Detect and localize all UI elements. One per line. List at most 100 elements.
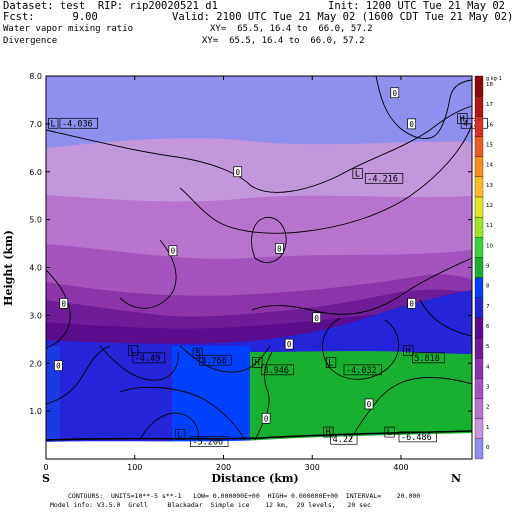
y-axis: 1.0 2.0 3.0 4.0 5.0 6.0 7.0 8.0: [29, 72, 472, 416]
colorbar-swatch: [474, 297, 484, 319]
colorbar-swatch: [474, 216, 484, 238]
fill-layer-8b: [46, 346, 60, 459]
label-box: [411, 352, 445, 364]
label-box: [175, 429, 186, 440]
colorbar-label: 2: [486, 405, 490, 411]
x-tick-label: 300: [305, 463, 320, 472]
contour-line: [349, 377, 472, 441]
extremum-label: -4.036: [59, 117, 98, 129]
zero-text: 0: [61, 299, 66, 308]
colorbar-swatch: [474, 317, 484, 339]
contour-line: [251, 216, 287, 263]
valid-text: Valid: 2100 UTC Tue 21 May 02 (1600 CDT …: [172, 11, 512, 23]
zero-text: 0: [56, 362, 61, 371]
label-text: -5.206: [192, 438, 223, 448]
label-box: [352, 168, 363, 179]
zero-text: 0: [287, 340, 292, 349]
colorbar-label: 10: [486, 243, 493, 249]
field1-text: Water vapor mixing ratio: [3, 24, 134, 34]
contour-line: [419, 299, 472, 337]
zero-text: 0: [264, 414, 269, 423]
zero-box: [312, 312, 322, 324]
y-axis-title: Height (km): [2, 230, 15, 306]
zero-box: [390, 87, 400, 99]
colorbar-label: 4: [486, 364, 490, 370]
label-text: -4.032: [346, 366, 377, 376]
extremum-label: 4.33: [460, 117, 488, 129]
label-text: 4.22: [333, 435, 353, 445]
label-box: [127, 345, 139, 357]
contour-line: [139, 412, 199, 441]
zero-box: [261, 412, 271, 424]
y-tick-label: 7.0: [29, 120, 42, 129]
label-text: L: [355, 170, 360, 180]
label-box: [132, 352, 166, 364]
zero-text: 0: [409, 120, 414, 129]
y-tick-label: 2.0: [29, 359, 42, 368]
dataset-text: Dataset: test RIP: rip20020521 d1: [3, 0, 218, 12]
colorbar-swatch: [474, 96, 484, 117]
endpoint-north: N: [451, 472, 461, 485]
zero-box: [54, 360, 63, 371]
contour-line: [375, 76, 472, 139]
extremum-label: 3.946: [261, 364, 294, 376]
zero-label: 0: [407, 298, 416, 309]
zero-text: 0: [171, 247, 176, 256]
colorbar-label: 11: [486, 223, 493, 229]
label-box: [192, 347, 204, 359]
zero-label: 0: [233, 166, 243, 178]
colorbar-swatch: [474, 378, 484, 399]
label-text: H: [255, 359, 260, 369]
extremum-label: L: [352, 168, 363, 180]
extremum-label: L: [127, 345, 139, 357]
header: Dataset: test RIP: rip20020521 d1 Init: …: [0, 0, 512, 74]
label-box: [330, 433, 358, 445]
colorbar-label: 15: [486, 143, 493, 149]
y-tick-label: 8.0: [29, 72, 42, 81]
zero-label: 0: [59, 298, 69, 309]
contour-line: [254, 351, 273, 441]
fill-layer-8: [172, 346, 250, 459]
zero-box: [168, 245, 178, 257]
colorbar-swatch: [474, 277, 484, 298]
zero-box: [407, 118, 416, 130]
extremum-label: -4.032: [343, 364, 382, 376]
xy2-text: XY= 65.5, 16.4 to 66.0, 57.2: [202, 36, 365, 46]
label-text: -4.216: [367, 174, 398, 184]
colorbar-swatch: [474, 176, 484, 198]
colorbar-label: 8: [486, 284, 490, 290]
contours-info: CONTOURS: UNITS=10**-5 s**-1 LOW= 0.0000…: [68, 492, 421, 500]
x-tick-label: 200: [216, 463, 231, 472]
terrain-outline: [46, 430, 472, 441]
y-tick-label: 1.0: [29, 407, 42, 416]
colorbar-swatch: [474, 156, 484, 177]
label-text: -4.036: [62, 119, 93, 129]
zero-box: [364, 398, 374, 410]
zero-text: 0: [277, 244, 282, 253]
colorbar-label: 13: [486, 183, 493, 189]
contour-line: [322, 317, 399, 380]
label-box: [364, 172, 404, 184]
y-tick-label: 6.0: [29, 168, 42, 177]
zero-box: [275, 243, 284, 254]
colorbar-swatch: [474, 337, 484, 359]
label-box: [323, 426, 334, 438]
colorbar-swatch: [474, 358, 484, 379]
extremum-label: 4.766: [198, 354, 232, 366]
extremum-label: B: [192, 347, 204, 359]
colorbar-swatch: [474, 257, 484, 278]
label-text: B: [195, 349, 200, 359]
label-text: 4.33: [463, 119, 483, 129]
contour-line: [179, 124, 472, 234]
label-box: [59, 117, 98, 129]
zero-label: 0: [275, 243, 284, 254]
zero-box: [59, 298, 69, 309]
extremum-label: L: [175, 429, 186, 440]
label-text: H: [460, 114, 465, 124]
label-box: [48, 117, 59, 129]
x-tick-label: 100: [127, 463, 142, 472]
zero-box: [284, 338, 294, 350]
extremum-label: -5.206: [190, 436, 229, 448]
